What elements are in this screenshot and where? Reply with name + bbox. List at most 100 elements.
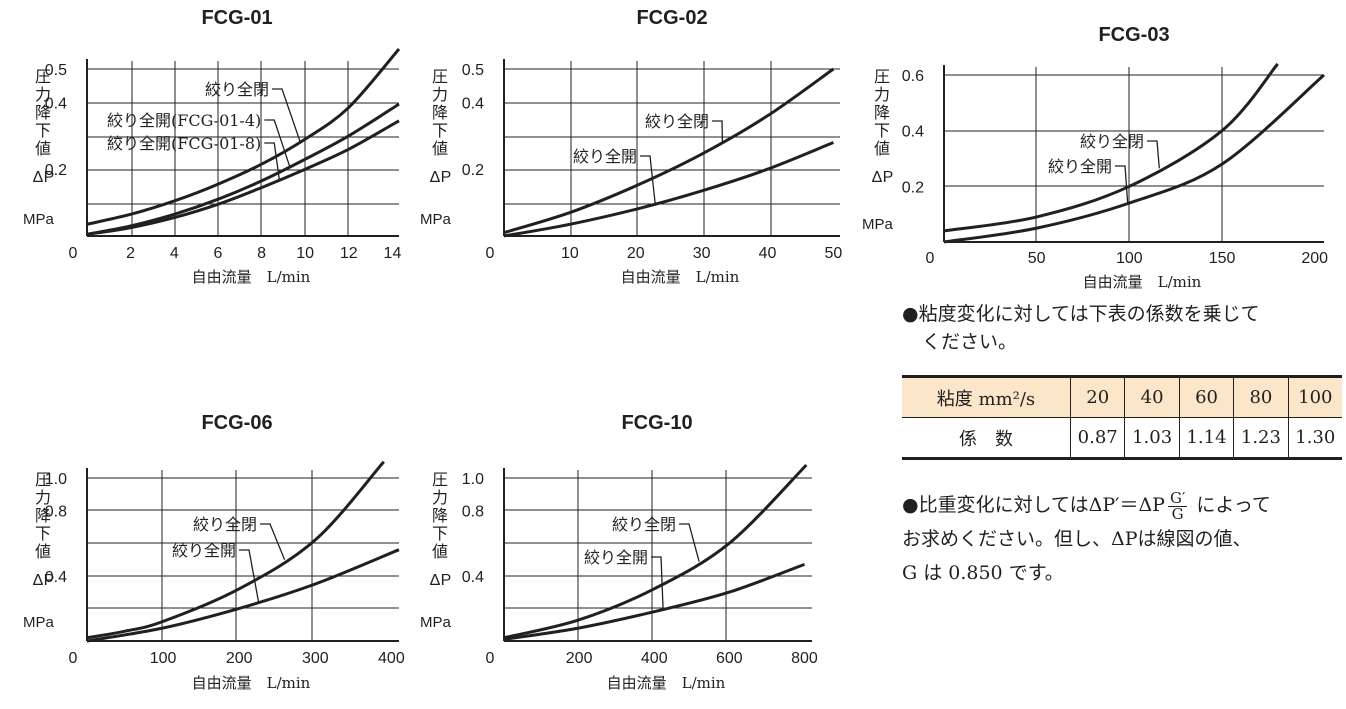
chart-title: FCG-01	[201, 7, 272, 29]
series-line	[503, 463, 808, 640]
x-tick-label: 4	[170, 245, 179, 262]
curve-annotation: 絞り全閉	[1080, 132, 1144, 151]
curve-annotation: 絞り全閉	[612, 515, 676, 534]
y-axis-label-char: Δ	[33, 169, 44, 186]
annotation-leader	[1147, 140, 1160, 169]
x-axis-label: 自由流量 L/min	[621, 268, 740, 286]
x-tick-label: 600	[716, 650, 743, 667]
curve-annotation: 絞り全閉	[205, 80, 269, 99]
y-axis-label-char: 値	[432, 542, 448, 561]
series-line	[86, 548, 400, 643]
y-axis-label-char: 値	[35, 542, 51, 561]
table-row-viscosity: 粘度 mm²/s 20 40 60 80 100	[902, 376, 1342, 418]
x-tick-label: 100	[1116, 250, 1143, 267]
y-axis-label-char: 降	[35, 103, 51, 122]
x-tick-label: 0	[69, 245, 78, 262]
y-tick-label: 0.5	[462, 62, 484, 79]
y-axis-label-char: 値	[432, 139, 448, 158]
table-header-viscosity: 粘度 mm²/s	[902, 376, 1071, 418]
y-axis-label-char: 圧	[35, 470, 51, 489]
viscosity-note-line2: ください。	[922, 331, 1018, 353]
annotation-leader	[239, 549, 260, 603]
gravity-fraction: G′ G	[1167, 490, 1188, 523]
table-row-coefficient: 係 数 0.87 1.03 1.14 1.23 1.30	[902, 417, 1342, 459]
curve-annotation: 絞り全開	[573, 147, 637, 166]
gravity-note-suffix: によって	[1190, 494, 1271, 516]
y-axis-label-char: 圧	[35, 67, 51, 86]
x-tick-label: 14	[384, 245, 402, 262]
fraction-denominator: G	[1171, 504, 1184, 523]
annotation-leader	[260, 523, 286, 560]
annotation-leader	[651, 556, 664, 610]
gravity-note-line2: お求めください。但し、ΔPは線図の値、	[902, 528, 1252, 550]
y-axis-label-char: P	[883, 169, 894, 186]
table-cell-viscosity: 40	[1124, 376, 1180, 418]
chart-title: FCG-06	[201, 412, 272, 434]
y-tick-label: 0.2	[462, 162, 484, 179]
x-tick-label: 0	[926, 250, 935, 267]
y-tick-label: 0.6	[902, 68, 924, 85]
y-axis-label-char: 降	[35, 506, 51, 525]
table-cell-viscosity: 80	[1233, 376, 1289, 418]
y-axis-label-char: 圧	[874, 67, 890, 86]
y-axis-label-char: 降	[874, 103, 890, 122]
annotation-leader	[679, 523, 700, 562]
curve-annotation: 絞り全閉	[645, 112, 709, 131]
x-axis-label: 自由流量 L/min	[607, 674, 726, 692]
y-axis-label-char: 力	[874, 85, 890, 104]
y-tick-label: 0.5	[45, 62, 67, 79]
y-tick-label: 1.0	[45, 471, 67, 488]
y-axis-label-char: 値	[874, 139, 890, 158]
curve-annotation: 絞り全開	[1048, 157, 1112, 176]
x-tick-label: 300	[302, 650, 329, 667]
x-tick-label: 800	[791, 650, 818, 667]
table-cell-coefficient: 1.03	[1124, 417, 1180, 459]
x-tick-label: 0	[69, 650, 78, 667]
viscosity-note: ●粘度変化に対しては下表の係数を乗じて ください。	[902, 300, 1342, 356]
y-tick-label: 0.4	[462, 95, 484, 112]
series-line	[503, 141, 834, 238]
annotation-leader	[712, 120, 724, 143]
y-axis-label-char: P	[441, 572, 452, 589]
series-line	[86, 102, 400, 236]
table-cell-viscosity: 100	[1287, 376, 1342, 418]
y-tick-label: 0.4	[45, 569, 67, 586]
x-axis-label: 自由流量 L/min	[192, 268, 311, 286]
x-tick-label: 40	[759, 245, 777, 262]
y-axis-label-char: Δ	[430, 572, 441, 589]
series-line	[86, 460, 385, 640]
y-axis-label-char: 下	[874, 121, 890, 140]
table-cell-coefficient: 1.23	[1233, 417, 1289, 459]
curve-annotation: 絞り全開	[584, 548, 648, 567]
x-tick-label: 100	[150, 650, 177, 667]
chart-title: FCG-03	[1098, 24, 1169, 46]
y-axis-label-char: 力	[35, 85, 51, 104]
y-axis-label-char: Δ	[872, 169, 883, 186]
gravity-note: ●比重変化に対してはΔP′＝ΔP G′ G によって お求めください。但し、ΔPは線…	[902, 488, 1342, 590]
curve-annotation: 絞り全開(FCG-01-4)	[107, 111, 261, 130]
table-header-coefficient: 係 数	[902, 417, 1071, 459]
y-axis-label-char: Δ	[430, 169, 441, 186]
y-axis-unit: MPa	[420, 211, 452, 228]
gravity-note-prefix: ●比重変化に対してはΔP′＝ΔP	[902, 494, 1165, 516]
viscosity-coefficient-table: 粘度 mm²/s 20 40 60 80 100 係 数 0.87 1.03 1…	[902, 375, 1342, 460]
table-cell-viscosity: 60	[1178, 376, 1235, 418]
notes-panel: ●粘度変化に対しては下表の係数を乗じて ください。 粘度 mm²/s 20 40…	[902, 300, 1342, 590]
x-tick-label: 10	[561, 245, 579, 262]
x-tick-label: 20	[627, 245, 645, 262]
x-tick-label: 400	[378, 650, 405, 667]
x-tick-label: 0	[486, 650, 495, 667]
y-axis-label-char: 圧	[432, 67, 448, 86]
gravity-note-line1: ●比重変化に対してはΔP′＝ΔP G′ G によって	[902, 488, 1342, 522]
x-tick-label: 8	[257, 245, 266, 262]
annotation-leader	[264, 119, 291, 168]
series-line	[86, 119, 400, 236]
chart-title: FCG-02	[636, 7, 707, 29]
curve-annotation: 絞り全開	[172, 541, 236, 560]
y-axis-unit: MPa	[23, 211, 55, 228]
x-tick-label: 0	[486, 245, 495, 262]
series-line	[503, 562, 806, 641]
y-axis-label-char: 圧	[432, 470, 448, 489]
y-axis-label-char: 下	[35, 121, 51, 140]
